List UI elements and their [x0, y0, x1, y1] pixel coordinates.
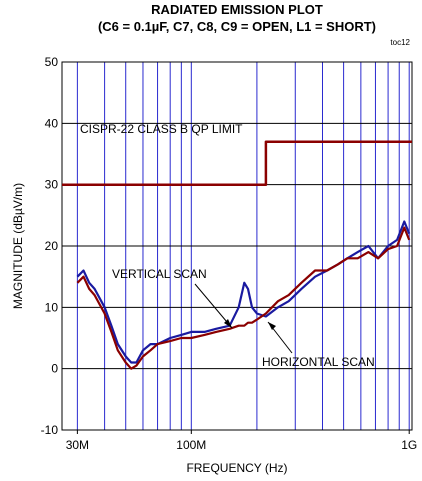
y-tick-label: -10 [41, 423, 59, 437]
y-tick-label: 50 [45, 55, 59, 69]
y-tick-label: 40 [45, 116, 59, 130]
y-axis-title: MAGNITUDE (dBµV/m) [11, 183, 25, 309]
chart-subtitle: (C6 = 0.1µF, C7, C8, C9 = OPEN, L1 = SHO… [98, 19, 376, 34]
chart-title: RADIATED EMISSION PLOT [151, 2, 323, 17]
arrow-head [224, 319, 232, 328]
annotation: VERTICAL SCAN [112, 267, 207, 281]
y-tick-label: 30 [45, 178, 59, 192]
x-tick-label: 30M [66, 438, 89, 452]
y-tick-label: 20 [45, 239, 59, 253]
arrow [194, 283, 233, 329]
series-line [62, 140, 412, 186]
annotation: CISPR-22 CLASS B QP LIMIT [80, 122, 243, 136]
series-line [76, 226, 411, 370]
plot-frame [61, 61, 413, 431]
y-tick-label: 10 [45, 300, 59, 314]
x-tick-label: 100M [176, 438, 206, 452]
series-line [76, 220, 411, 364]
annotation: HORIZONTAL SCAN [262, 355, 375, 369]
arrow-head [268, 322, 276, 330]
x-tick-label: 1G [401, 438, 417, 452]
x-axis-title: FREQUENCY (Hz) [186, 461, 287, 475]
corner-label: toc12 [390, 38, 410, 47]
y-tick-label: 0 [51, 362, 58, 376]
